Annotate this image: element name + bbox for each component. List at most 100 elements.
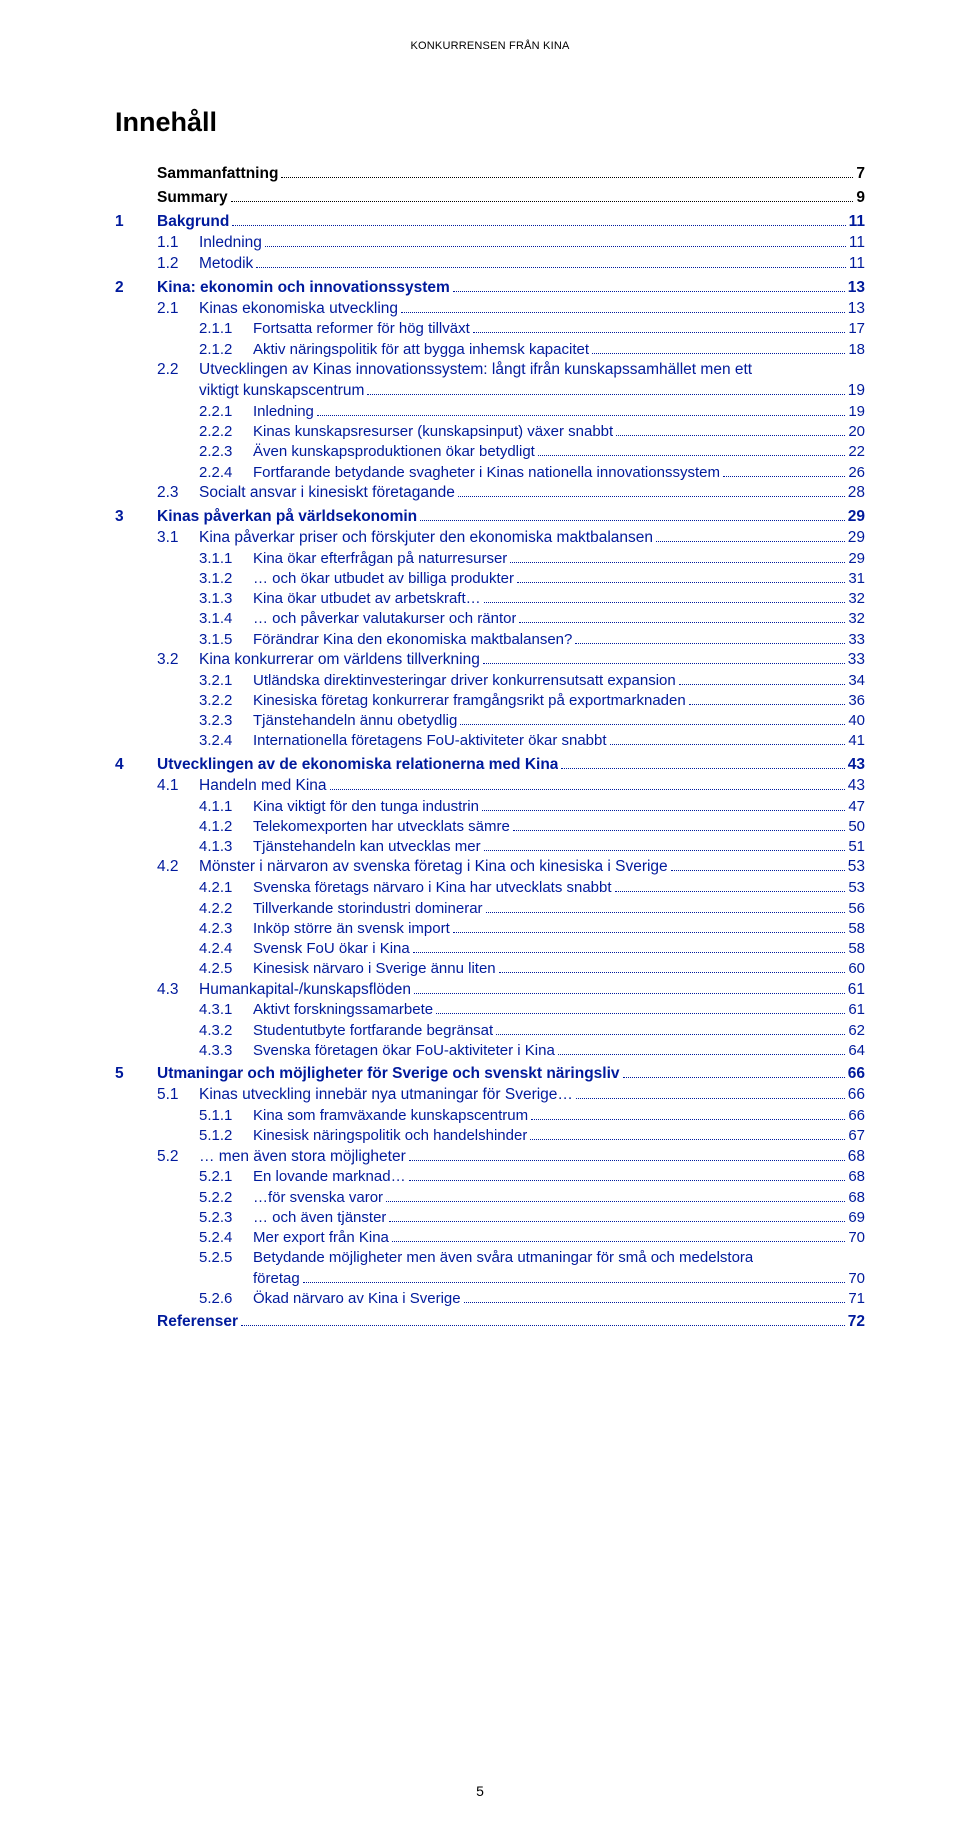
toc-entry[interactable]: 3.1.5Förändrar Kina den ekonomiska maktb… [199,630,865,650]
toc-entry[interactable]: 3.1.1Kina ökar efterfrågan på naturresur… [199,549,865,569]
toc-entry[interactable]: 1Bakgrund11 [115,212,865,233]
toc-entry-number: 4.1.1 [199,797,253,817]
toc-leader-dots [483,654,845,664]
toc-entry[interactable]: 5.2.5Betydande möjligheter men även svår… [199,1248,865,1268]
toc-entry[interactable]: 4Utvecklingen av de ekonomiska relatione… [115,755,865,776]
toc-entry[interactable]: 4.1.3Tjänstehandeln kan utvecklas mer51 [199,837,865,857]
toc-entry[interactable]: 4.2Mönster i närvaron av svenska företag… [157,857,865,878]
toc-entry[interactable]: 3.2.2Kinesiska företag konkurrerar framg… [199,691,865,711]
toc-entry-continuation[interactable]: företag70 [199,1269,865,1289]
toc-entry[interactable]: 2.2.4Fortfarande betydande svagheter i K… [199,463,865,483]
toc-entry[interactable]: 2.2Utvecklingen av Kinas innovationssyst… [157,360,865,381]
toc-entry[interactable]: 3.2Kina konkurrerar om världens tillverk… [157,650,865,671]
toc-entry-page: 61 [848,1000,865,1020]
toc-entry[interactable]: 5.2.1En lovande marknad…68 [199,1167,865,1187]
toc-entry-title: … och även tjänster [253,1208,386,1228]
toc-entry-page: 72 [848,1312,865,1333]
toc-entry-number: 5.1.1 [199,1106,253,1126]
toc-entry-title: Svenska företagen ökar FoU-aktiviteter i… [253,1041,555,1061]
toc-entry-title: Metodik [199,254,253,275]
toc-entry[interactable]: 3.1Kina påverkar priser och förskjuter d… [157,528,865,549]
toc-entry[interactable]: 2.2.2Kinas kunskapsresurser (kunskapsinp… [199,422,865,442]
toc-entry-page: 71 [848,1289,865,1309]
toc-entry[interactable]: 1.1Inledning11 [157,233,865,254]
toc-entry[interactable]: 4.2.2Tillverkande storindustri dominerar… [199,899,865,919]
toc-entry-page: 50 [848,817,865,837]
toc-entry-number: 4.1 [157,776,199,797]
toc-leader-dots [389,1212,845,1222]
toc-entry-page: 20 [848,422,865,442]
toc-entry-page: 66 [848,1106,865,1126]
toc-entry[interactable]: 5.2.4Mer export från Kina70 [199,1228,865,1248]
toc-entry[interactable]: 3.2.3Tjänstehandeln ännu obetydlig40 [199,711,865,731]
toc-entry-title: Tillverkande storindustri dominerar [253,899,483,919]
toc-entry-title: företag [253,1269,300,1289]
toc-entry[interactable]: 4.2.3Inköp större än svensk import58 [199,919,865,939]
toc-entry[interactable]: 3.1.4… och påverkar valutakurser och rän… [199,609,865,629]
toc-entry-number: 4.1.3 [199,837,253,857]
toc-leader-dots [409,1171,846,1181]
toc-entry[interactable]: 4.3.1Aktivt forskningssamarbete61 [199,1000,865,1020]
toc-entry[interactable]: 4.3.3Svenska företagen ökar FoU-aktivite… [199,1041,865,1061]
toc-entry-page: 13 [848,299,865,320]
table-of-contents: Sammanfattning7Summary91Bakgrund111.1Inl… [115,164,865,1333]
toc-leader-dots [420,510,845,520]
toc-entry[interactable]: 2.1.1Fortsatta reformer för hög tillväxt… [199,319,865,339]
toc-entry[interactable]: 3.2.1Utländska direktinvesteringar drive… [199,671,865,691]
toc-entry[interactable]: 2.2.3Även kunskapsproduktionen ökar bety… [199,442,865,462]
toc-entry[interactable]: 4.3.2Studentutbyte fortfarande begränsat… [199,1021,865,1041]
toc-entry[interactable]: 1.2Metodik11 [157,254,865,275]
toc-entry-title: Betydande möjligheter men även svåra utm… [253,1248,753,1268]
toc-entry-title: Kina ökar efterfrågan på naturresurser [253,549,507,569]
toc-entry-number: 4.2.3 [199,919,253,939]
toc-entry-page: 66 [848,1085,865,1106]
toc-entry-number: 3.1.4 [199,609,253,629]
toc-entry[interactable]: 5.2.2…för svenska varor68 [199,1188,865,1208]
toc-entry[interactable]: 2.1Kinas ekonomiska utveckling13 [157,299,865,320]
toc-entry[interactable]: Referenser72 [115,1312,865,1333]
toc-leader-dots [367,385,844,395]
toc-entry[interactable]: 5.1Kinas utveckling innebär nya utmaning… [157,1085,865,1106]
toc-entry[interactable]: 3.2.4Internationella företagens FoU-akti… [199,731,865,751]
toc-entry[interactable]: 3.1.2… och ökar utbudet av billiga produ… [199,569,865,589]
toc-entry-title: Kinesisk närvaro i Sverige ännu liten [253,959,496,979]
toc-entry[interactable]: 5.1.2Kinesisk näringspolitik och handels… [199,1126,865,1146]
toc-entry-page: 43 [848,776,865,797]
toc-entry-page: 19 [848,402,865,422]
toc-entry-title: Tjänstehandeln ännu obetydlig [253,711,457,731]
toc-entry[interactable]: 2.1.2Aktiv näringspolitik för att bygga … [199,340,865,360]
toc-entry[interactable]: 4.2.5Kinesisk närvaro i Sverige ännu lit… [199,959,865,979]
toc-leader-dots [484,841,846,851]
toc-entry[interactable]: 4.2.1Svenska företags närvaro i Kina har… [199,878,865,898]
toc-entry[interactable]: 4.1.1Kina viktigt för den tunga industri… [199,797,865,817]
toc-entry[interactable]: 4.2.4Svensk FoU ökar i Kina58 [199,939,865,959]
toc-leader-dots [538,446,845,456]
toc-entry[interactable]: 5Utmaningar och möjligheter för Sverige … [115,1064,865,1085]
toc-entry[interactable]: 5.1.1Kina som framväxande kunskapscentru… [199,1106,865,1126]
toc-entry-page: 33 [848,650,865,671]
toc-entry-continuation[interactable]: viktigt kunskapscentrum19 [157,381,865,402]
toc-entry[interactable]: 4.1Handeln med Kina43 [157,776,865,797]
toc-entry[interactable]: 2Kina: ekonomin och innovationssystem13 [115,278,865,299]
toc-entry-page: 29 [848,528,865,549]
toc-entry[interactable]: 5.2.3… och även tjänster69 [199,1208,865,1228]
toc-entry[interactable]: 3Kinas påverkan på världsekonomin29 [115,507,865,528]
toc-entry-title: Bakgrund [157,212,229,233]
toc-entry-title: Utvecklingen av Kinas innovationssystem:… [199,360,752,381]
toc-entry[interactable]: 2.2.1Inledning19 [199,402,865,422]
page: KONKURRENSEN FRÅN KINA Innehåll Sammanfa… [0,0,960,1834]
toc-leader-dots [241,1316,845,1326]
toc-entry[interactable]: 4.3Humankapital-/kunskapsflöden61 [157,980,865,1001]
toc-entry: Summary9 [115,188,865,209]
toc-entry-title: viktigt kunskapscentrum [199,381,364,402]
toc-entry-number: 5.2.3 [199,1208,253,1228]
toc-entry-title: Internationella företagens FoU-aktivitet… [253,731,607,751]
toc-entry[interactable]: 5.2… men även stora möjligheter68 [157,1147,865,1168]
toc-entry[interactable]: 5.2.6Ökad närvaro av Kina i Sverige71 [199,1289,865,1309]
toc-entry-page: 40 [848,711,865,731]
toc-entry[interactable]: 2.3Socialt ansvar i kinesiskt företagand… [157,483,865,504]
toc-entry[interactable]: 3.1.3Kina ökar utbudet av arbetskraft…32 [199,589,865,609]
toc-title: Innehåll [115,107,865,138]
toc-leader-dots [531,1110,845,1120]
toc-entry[interactable]: 4.1.2Telekomexporten har utvecklats sämr… [199,817,865,837]
